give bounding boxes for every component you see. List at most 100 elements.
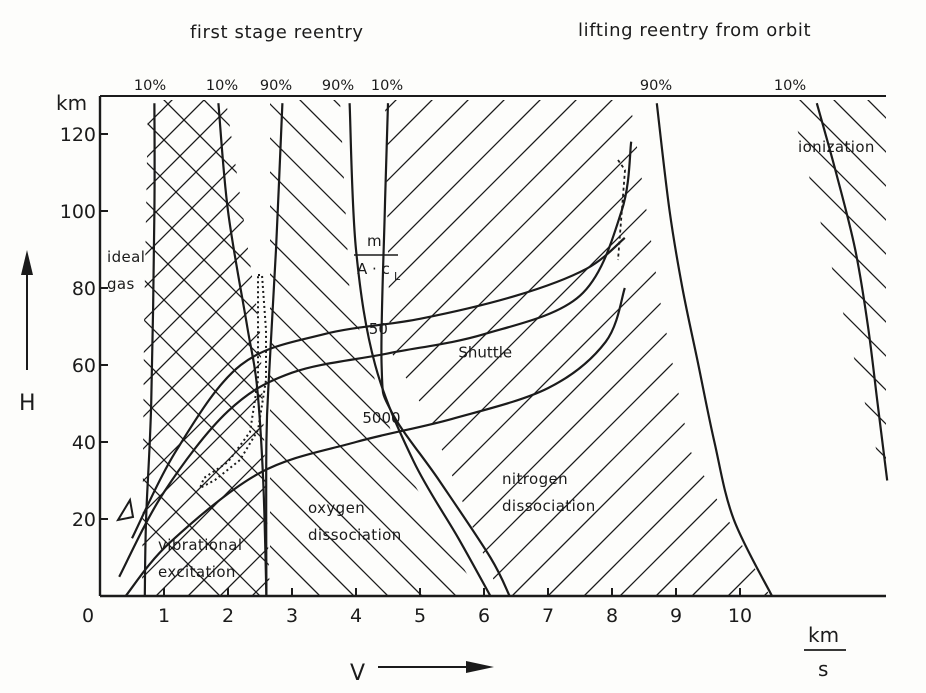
shuttle-trajectory-trace xyxy=(198,274,267,491)
parameter-denominator: A · c xyxy=(357,260,390,278)
region-label: dissociation xyxy=(308,526,402,544)
hatch-line xyxy=(142,100,270,596)
x-ticks: 0 1 2 3 4 5 6 7 8 9 10 xyxy=(82,588,752,627)
hatch-line xyxy=(511,100,770,596)
hatch-line xyxy=(142,100,270,596)
hatch-line xyxy=(179,100,270,596)
hatch-line xyxy=(284,76,804,596)
trajectory-arrowhead-left xyxy=(115,497,135,522)
hatch-line xyxy=(270,100,480,596)
hatch-line xyxy=(142,100,270,596)
hatch-line xyxy=(142,100,270,596)
boundary-nitrogen-10 xyxy=(380,103,511,597)
hatch-line xyxy=(385,100,565,596)
x-tick-label: 2 xyxy=(222,605,234,627)
boundary-ionization-10 xyxy=(815,102,889,481)
hatch-line xyxy=(270,100,480,596)
hatch-line xyxy=(385,100,709,596)
series-line xyxy=(131,237,626,539)
boundary-curves xyxy=(143,102,889,597)
boundary-vibrational-90 xyxy=(217,103,268,597)
hatch-line xyxy=(385,100,745,596)
hatch-line xyxy=(142,100,270,596)
hatch-line xyxy=(142,100,270,596)
trajectory-curves: 50 Shuttle 5000 xyxy=(118,141,633,597)
hatch-line xyxy=(270,100,389,596)
y-axis-arrow-head xyxy=(21,250,33,275)
boundary-percent-label: 90% xyxy=(322,78,354,94)
region-labels: ideal gas vibrational excitation oxygen disso… xyxy=(107,138,875,581)
series-label: Shuttle xyxy=(458,343,512,361)
hatch-line xyxy=(270,100,423,596)
hatch-line xyxy=(142,100,229,596)
region-label: ideal xyxy=(107,248,145,266)
x-unit-numerator: km xyxy=(808,623,839,647)
hatch-line xyxy=(270,100,480,596)
hatch-line xyxy=(385,100,673,596)
x-axis-label: V xyxy=(350,661,365,686)
y-unit-label: km xyxy=(56,91,87,115)
x-tick-label: 5 xyxy=(414,605,426,627)
boundary-percent-label: 90% xyxy=(260,78,292,94)
boundary-percent-label: 90% xyxy=(640,78,672,94)
hatch-line xyxy=(385,100,493,596)
x-tick-label: 7 xyxy=(542,605,554,627)
hatch-line xyxy=(583,100,770,596)
boundary-percent-label: 10% xyxy=(774,78,806,94)
y-tick-label: 120 xyxy=(60,124,96,146)
x-tick-label: 6 xyxy=(478,605,490,627)
region-label: excitation xyxy=(158,563,236,581)
hatch-line xyxy=(270,100,480,596)
hatch-line xyxy=(142,100,270,596)
header-first-stage-reentry: first stage reentry xyxy=(190,22,364,43)
hatch-line xyxy=(142,100,270,596)
parameter-subscript: L xyxy=(394,270,401,283)
hatch-line xyxy=(270,100,457,596)
x-tick-label: 10 xyxy=(728,605,752,627)
y-tick-label: 60 xyxy=(72,355,96,377)
hatch-line xyxy=(142,100,270,596)
hatch-line xyxy=(790,100,886,490)
boundary-percent-label: 10% xyxy=(206,78,238,94)
boundary-percent-label: 10% xyxy=(371,78,403,94)
hatch-line xyxy=(270,100,355,596)
x-unit-denominator: s xyxy=(818,657,828,681)
nitrogen-hatch xyxy=(385,100,770,596)
hatch-line xyxy=(385,100,770,596)
series-line xyxy=(124,287,626,597)
hatch-line xyxy=(877,100,886,490)
parameter-numerator: m xyxy=(367,232,382,250)
hatch-line xyxy=(251,100,270,596)
boundary-oxygen-10 xyxy=(265,103,284,597)
region-label: ionization xyxy=(798,138,875,156)
hatch-line xyxy=(385,100,601,596)
hatch-line xyxy=(790,100,886,490)
series-line xyxy=(118,141,633,578)
region-label: oxygen xyxy=(308,499,365,517)
y-tick-label: 40 xyxy=(72,432,96,454)
hatch-line xyxy=(385,100,421,596)
y-ticks: 20 40 60 80 100 120 xyxy=(60,124,108,531)
y-tick-label: 20 xyxy=(72,509,96,531)
hatch-line xyxy=(403,100,770,596)
region-label: gas xyxy=(107,275,135,293)
hatch-line xyxy=(142,100,221,596)
hatch-line xyxy=(142,100,270,596)
hatch-line xyxy=(142,100,270,596)
y-axis-label: H xyxy=(19,391,36,416)
region-label: nitrogen xyxy=(502,470,568,488)
hatch-line xyxy=(655,100,770,596)
y-tick-label: 80 xyxy=(72,278,96,300)
series-label: 50 xyxy=(369,320,388,338)
x-tick-label: 0 xyxy=(82,605,94,627)
x-tick-label: 9 xyxy=(670,605,682,627)
shuttle-upper-trace xyxy=(617,159,626,261)
hatch-line xyxy=(142,100,197,596)
boundary-nitrogen-90 xyxy=(655,103,773,597)
boundary-vibrational-10 xyxy=(143,103,156,597)
region-label: vibrational xyxy=(158,536,242,554)
hatch-line xyxy=(309,100,480,596)
hatch-line xyxy=(790,100,886,490)
